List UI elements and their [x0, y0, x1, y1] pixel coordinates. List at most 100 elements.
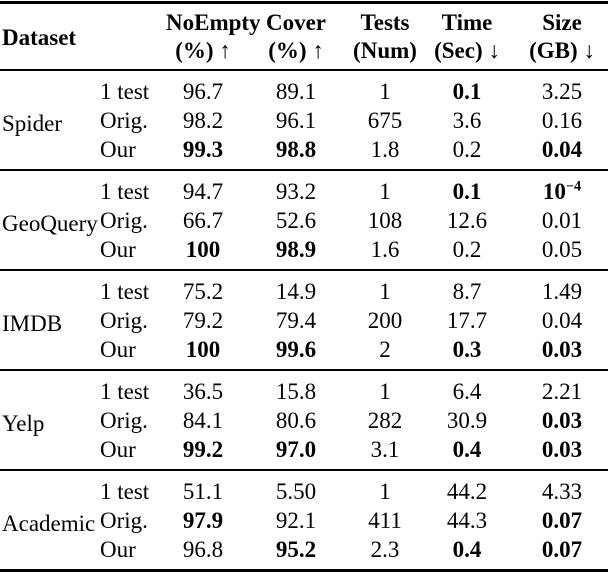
value-cell: 92.1: [275, 508, 317, 533]
value-cell: 44.2: [446, 479, 488, 504]
value-cell: 89.1: [275, 79, 317, 104]
value-cell: 0.2: [418, 135, 516, 171]
value-cell: 0.03: [516, 435, 608, 471]
variant-label: Our: [96, 135, 166, 171]
value-cell: 8.7: [452, 279, 482, 304]
table-row: Yelp 1 test 36.5 15.8 1 6.4 2.21: [0, 370, 608, 471]
value-cell: 4.33: [541, 479, 583, 504]
col-header-noempty: NoEmpty (%) ↑: [166, 2, 261, 71]
value-cell: 0.07: [516, 535, 608, 572]
value-cell: 94.7: [182, 179, 224, 204]
value-cell: 99.2: [166, 435, 240, 471]
value-cell: 1: [379, 379, 391, 404]
value-cell: 0.05: [516, 235, 608, 271]
dataset-name: Yelp: [0, 370, 96, 471]
variant-label: Orig.: [100, 208, 148, 233]
value-cell: 0.04: [541, 308, 583, 333]
value-cell: 98.2: [182, 108, 224, 133]
value-cell: 2: [352, 335, 418, 371]
value-cell: 44.3: [446, 508, 488, 533]
table-row: Orig. 98.2 96.1 675 3.6 0.16: [0, 106, 608, 135]
value-cell: 14.9: [275, 279, 317, 304]
value-cell: 93.2: [275, 179, 317, 204]
col-header-time-unit-down-arrow-icon: (Sec) ↓: [434, 38, 500, 63]
value-cell: 80.6: [275, 408, 317, 433]
value-cell: 1.49: [541, 279, 583, 304]
value-cell: 108: [367, 208, 403, 233]
dataset-name: Spider: [0, 70, 96, 171]
value-cell: 5.50: [275, 479, 317, 504]
value-cell: 75.2: [182, 279, 224, 304]
value-cell: 66.7: [182, 208, 224, 233]
dataset-name: GeoQuery: [0, 170, 98, 271]
col-header-tests-label: Tests: [360, 10, 410, 35]
variant-label: 1 test: [100, 479, 150, 504]
dataset-name: Academic: [0, 470, 96, 572]
value-cell: 51.1: [182, 479, 224, 504]
table-row: Our 99.3 98.8 1.8 0.2 0.04: [0, 135, 608, 171]
value-cell: 95.2: [240, 535, 352, 572]
col-header-cover-unit-up-arrow-icon: (%) ↑: [268, 38, 324, 63]
value-cell: 200: [367, 308, 403, 333]
value-cell: 0.3: [418, 335, 516, 371]
value-cell: 17.7: [446, 308, 488, 333]
value-cell: 411: [368, 508, 402, 533]
value-cell: 0.01: [541, 208, 583, 233]
value-cell: 79.4: [275, 308, 317, 333]
col-header-tests: Tests (Num): [352, 2, 418, 71]
value-cell: 282: [367, 408, 403, 433]
table-body: Spider 1 test 96.7 89.1 1 0.1 3.25 Orig. 98.2 96.…: [0, 70, 608, 572]
table-row: Orig. 79.2 79.4 200 17.7 0.04: [0, 306, 608, 335]
value-cell: 0.1: [452, 79, 482, 104]
value-cell: 1: [379, 279, 391, 304]
value-cell: 52.6: [275, 208, 317, 233]
col-header-time-label: Time: [441, 10, 493, 35]
value-cell: 2.21: [541, 379, 583, 404]
value-cell: 15.8: [275, 379, 317, 404]
value-cell: 30.9: [446, 408, 488, 433]
value-cell: 98.8: [240, 135, 352, 171]
value-cell: 0.03: [516, 335, 608, 371]
value-cell: 96.1: [275, 108, 317, 133]
value-cell: 97.0: [240, 435, 352, 471]
header-row: Dataset NoEmpty (%) ↑ Cover (%) ↑ Tests …: [0, 2, 608, 71]
table-row: Our 99.2 97.0 3.1 0.4 0.03: [0, 435, 608, 471]
value-cell: 84.1: [182, 408, 224, 433]
value-cell: 0.03: [541, 408, 583, 433]
value-cell: 36.5: [182, 379, 224, 404]
value-cell: 96.7: [182, 79, 224, 104]
value-cell: 3.25: [541, 79, 583, 104]
value-cell: 3.6: [452, 108, 482, 133]
value-cell: 3.1: [352, 435, 418, 471]
col-header-size: Size (GB) ↓: [516, 2, 608, 71]
value-cell: 1: [379, 179, 391, 204]
value-cell: 6.4: [452, 379, 482, 404]
value-cell: 99.6: [240, 335, 352, 371]
table-row: Our 96.8 95.2 2.3 0.4 0.07: [0, 535, 608, 572]
value-cell: 1.6: [352, 235, 418, 271]
value-cell: 100: [166, 235, 240, 271]
variant-label: 1 test: [100, 379, 150, 404]
value-cell: 98.9: [240, 235, 352, 271]
value-exponent: −4: [565, 178, 582, 195]
value-cell: 100: [166, 335, 240, 371]
variant-label: Orig.: [100, 108, 148, 133]
table-row: Orig. 66.7 52.6 108 12.6 0.01: [0, 206, 608, 235]
col-header-tests-unit: (Num): [353, 38, 417, 63]
variant-label: 1 test: [100, 279, 150, 304]
table-row: Spider 1 test 96.7 89.1 1 0.1 3.25: [0, 70, 608, 171]
value-cell: 1: [379, 79, 391, 104]
value-cell: 0.07: [541, 508, 583, 533]
value-cell: 12.6: [446, 208, 488, 233]
value-cell: 1.8: [352, 135, 418, 171]
variant-label: 1 test: [100, 79, 150, 104]
variant-label: Orig.: [100, 308, 148, 333]
table-row: Orig. 84.1 80.6 282 30.9 0.03: [0, 406, 608, 435]
table-row: Academic 1 test 51.1 5.50 1 44.2 4.33: [0, 470, 608, 572]
variant-label: Orig.: [100, 508, 148, 533]
variant-label: Orig.: [100, 408, 148, 433]
variant-label: 1 test: [100, 179, 150, 204]
col-header-noempty-unit-up-arrow-icon: (%) ↑: [175, 38, 231, 63]
col-header-cover-label: Cover: [265, 10, 327, 35]
